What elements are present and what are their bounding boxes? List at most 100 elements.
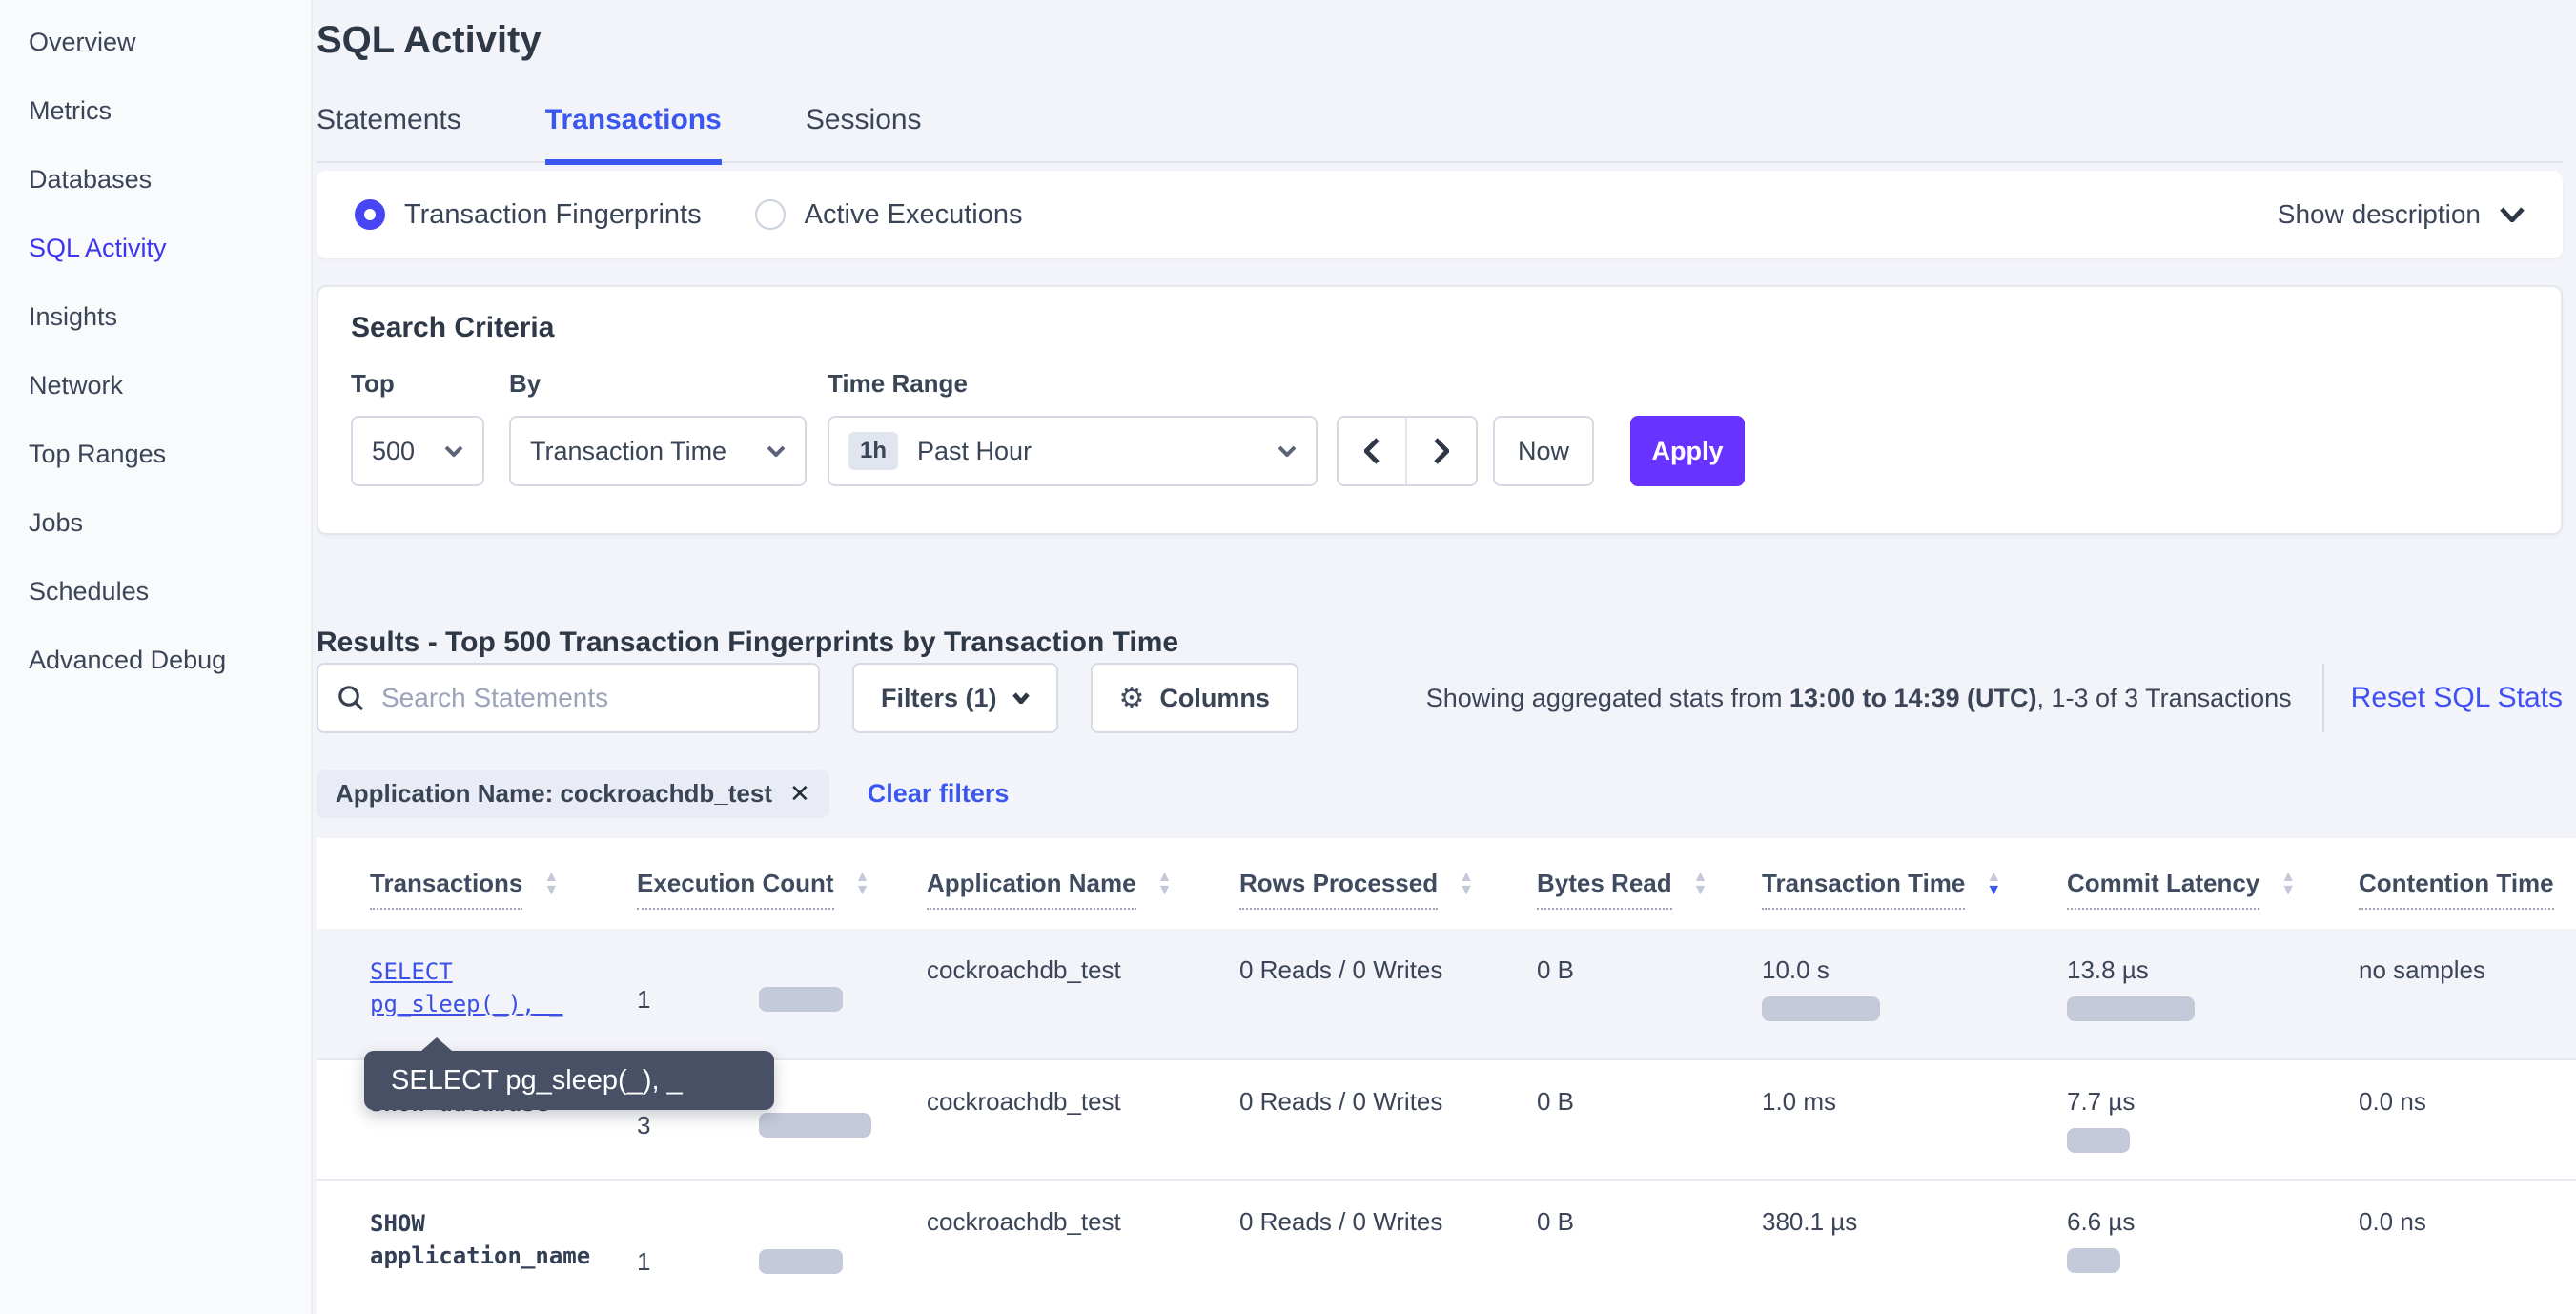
column-header-transaction-time[interactable]: Transaction Time ▲ ▼ — [1762, 869, 2067, 910]
sidebar-item-top-ranges[interactable]: Top Ranges — [29, 440, 167, 468]
radio-unselected-icon[interactable] — [754, 199, 786, 230]
chevron-down-icon — [767, 445, 786, 457]
sidebar: Overview Metrics Databases SQL Activity … — [0, 0, 313, 1314]
top-label: Top — [351, 369, 395, 398]
transaction-time-value: 380.1 µs — [1762, 1207, 1858, 1236]
sort-desc-icon: ▼ — [854, 882, 870, 898]
time-range-value: Past Hour — [917, 436, 1032, 465]
search-input[interactable] — [381, 683, 799, 713]
commit-latency-bar — [2067, 1248, 2120, 1273]
sidebar-item-advanced-debug[interactable]: Advanced Debug — [29, 646, 227, 674]
show-description-toggle[interactable]: Show description — [2278, 199, 2525, 230]
sort-icons[interactable]: ▲▼ — [1693, 870, 1708, 898]
sort-asc-icon: ▲ — [1156, 869, 1173, 885]
column-header-rows-processed[interactable]: Rows Processed ▲ ▼ — [1239, 869, 1537, 910]
column-label: Contention Time — [2359, 869, 2554, 910]
radio-transaction-fingerprints[interactable]: Transaction Fingerprints — [355, 199, 702, 231]
sidebar-item-sql-activity[interactable]: SQL Activity — [29, 234, 167, 262]
bytes-read-value: 0 B — [1537, 955, 1575, 984]
results-heading: Results - Top 500 Transaction Fingerprin… — [317, 626, 1179, 658]
toolbar-divider — [2321, 664, 2324, 732]
now-button[interactable]: Now — [1493, 416, 1594, 486]
sort-desc-icon: ▼ — [1986, 882, 2002, 898]
application-name-value: cockroachdb_test — [927, 955, 1121, 984]
chevron-left-icon — [1364, 438, 1380, 464]
column-header-commit-latency[interactable]: Commit Latency ▲ ▼ — [2067, 869, 2359, 910]
sidebar-item-overview[interactable]: Overview — [29, 28, 136, 56]
sort-asc-icon: ▲ — [854, 869, 870, 885]
column-header-application-name[interactable]: Application Name ▲ ▼ — [927, 869, 1239, 910]
next-time-button[interactable] — [1407, 418, 1476, 484]
sidebar-item-insights[interactable]: Insights — [29, 302, 118, 331]
column-header-contention-time[interactable]: Contention Time ▲▼ — [2359, 869, 2576, 910]
radio-selected-icon[interactable] — [355, 199, 385, 230]
filter-chip-label: Application Name: cockroachdb_test — [336, 778, 772, 808]
sort-icons[interactable]: ▲▼ — [2575, 870, 2576, 898]
sort-icons[interactable]: ▲▼ — [543, 870, 559, 898]
sort-desc-icon: ▼ — [2280, 882, 2297, 898]
column-header-transactions[interactable]: Transactions ▲ ▼ — [370, 869, 637, 910]
sidebar-item-schedules[interactable]: Schedules — [29, 577, 150, 606]
results-toolbar: Filters (1) ⚙ Columns Showing aggregated… — [317, 663, 2563, 733]
column-header-bytes-read[interactable]: Bytes Read ▲ ▼ — [1537, 869, 1762, 910]
transaction-fingerprint-link[interactable]: SELECT pg_sleep(_), _ — [370, 958, 563, 1017]
transaction-time-bar — [1762, 996, 1880, 1021]
page-title: SQL Activity — [317, 19, 542, 61]
tab-statements[interactable]: Statements — [317, 104, 461, 135]
transaction-fingerprint-text[interactable]: SHOW application_name — [370, 1210, 591, 1269]
rows-processed-value: 0 Reads / 0 Writes — [1239, 1207, 1443, 1236]
tab-sessions[interactable]: Sessions — [805, 104, 922, 135]
sort-icons[interactable]: ▲▼ — [1459, 869, 1474, 898]
apply-button[interactable]: Apply — [1630, 416, 1745, 486]
by-select[interactable]: Transaction Time — [509, 416, 807, 486]
search-criteria-title: Search Criteria — [351, 312, 555, 343]
clear-filters-link[interactable]: Clear filters — [867, 778, 1010, 808]
tab-transactions[interactable]: Transactions — [544, 104, 722, 165]
close-icon[interactable]: ✕ — [789, 778, 810, 808]
radio-active-executions[interactable]: Active Executions — [754, 199, 1023, 231]
commit-latency-bar — [2067, 996, 2195, 1021]
filters-button-label: Filters (1) — [881, 683, 997, 712]
sidebar-item-network[interactable]: Network — [29, 371, 124, 400]
table-row: SHOW application_name 1 cockroachdb_test… — [317, 1179, 2576, 1314]
filter-chip-row: Application Name: cockroachdb_test ✕ Cle… — [317, 769, 2563, 818]
bytes-read-value: 0 B — [1537, 1207, 1575, 1236]
contention-time-value: no samples — [2359, 955, 2485, 984]
transaction-time-value: 1.0 ms — [1762, 1087, 1837, 1116]
execution-count-value: 3 — [637, 1110, 651, 1139]
chevron-down-icon — [2500, 207, 2525, 222]
stats-range: 13:00 to 14:39 (UTC) — [1789, 683, 2037, 712]
column-label: Transactions — [370, 869, 523, 910]
view-toggle-bar: Transaction Fingerprints Active Executio… — [317, 171, 2563, 258]
column-label: Bytes Read — [1537, 869, 1672, 910]
search-box — [317, 663, 820, 733]
top-select[interactable]: 500 — [351, 416, 484, 486]
execution-count-value: 1 — [637, 1246, 651, 1276]
contention-time-value: 0.0 ns — [2359, 1087, 2426, 1116]
sort-asc-icon: ▲ — [1459, 869, 1474, 885]
filters-button[interactable]: Filters (1) — [852, 663, 1058, 733]
previous-time-button[interactable] — [1339, 418, 1407, 484]
sort-asc-icon: ▲ — [1986, 869, 2002, 885]
sort-icons[interactable]: ▲▼ — [1986, 869, 2002, 898]
time-pager — [1337, 416, 1478, 486]
time-range-select[interactable]: 1h Past Hour — [828, 416, 1318, 486]
column-header-execution-count[interactable]: Execution Count ▲ ▼ — [637, 869, 927, 910]
sort-icons[interactable]: ▲▼ — [854, 869, 870, 898]
by-field: By Transaction Time — [509, 369, 807, 486]
top-field: Top 500 — [351, 369, 484, 486]
reset-sql-stats-link[interactable]: Reset SQL Stats — [2350, 682, 2563, 713]
application-name-value: cockroachdb_test — [927, 1087, 1121, 1116]
sort-icons[interactable]: ▲▼ — [2280, 870, 2297, 898]
sidebar-item-databases[interactable]: Databases — [29, 165, 153, 194]
column-label: Transaction Time — [1762, 869, 1966, 910]
columns-button[interactable]: ⚙ Columns — [1090, 663, 1298, 733]
table-row: SELECT pg_sleep(_), _ 1 cockroachdb_test… — [317, 929, 2576, 1058]
table-header-row: Transactions ▲ ▼ Execution Count ▲ ▼ Applica… — [317, 838, 2576, 929]
sidebar-item-metrics[interactable]: Metrics — [29, 96, 112, 125]
sidebar-item-jobs[interactable]: Jobs — [29, 508, 84, 537]
sort-icons[interactable]: ▲▼ — [1156, 869, 1173, 898]
gear-icon: ⚙ — [1118, 682, 1145, 714]
execution-count-bar — [759, 1249, 843, 1274]
